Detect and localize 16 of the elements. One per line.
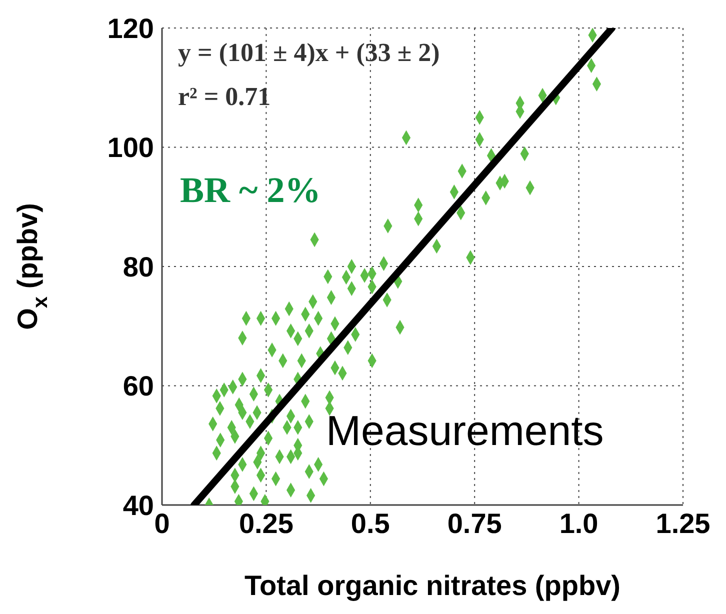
y-tick-label: 120	[107, 12, 154, 44]
annotation: y = (101 ± 4)x + (33 ± 2)	[178, 38, 440, 67]
x-axis-title: Total organic nitrates (ppbv)	[244, 570, 620, 601]
annotation: Measurements	[326, 407, 604, 454]
x-tick-label: 0	[154, 508, 170, 539]
y-tick-label: 100	[107, 132, 154, 164]
x-tick-label: 0.5	[350, 508, 390, 539]
y-tick-label: 40	[122, 490, 154, 521]
y-tick-label: 60	[122, 370, 154, 402]
x-tick-label: 1.0	[559, 508, 598, 539]
annotation: BR ~ 2%	[180, 170, 321, 210]
y-tick-label: 80	[122, 251, 154, 282]
x-tick-label: 1.25	[656, 508, 710, 539]
annotation: r² = 0.71	[178, 82, 271, 111]
x-tick-label: 0.75	[447, 508, 502, 539]
x-tick-label: 0.25	[238, 508, 294, 539]
